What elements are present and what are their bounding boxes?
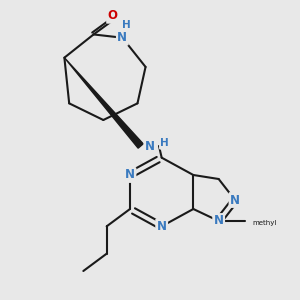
Text: H: H: [160, 138, 169, 148]
Polygon shape: [64, 58, 143, 148]
Text: N: N: [157, 220, 167, 233]
Text: O: O: [108, 9, 118, 22]
Text: N: N: [117, 31, 127, 44]
Text: H: H: [122, 20, 131, 30]
Text: methyl: methyl: [252, 220, 277, 226]
Text: N: N: [214, 214, 224, 227]
Text: N: N: [230, 194, 240, 206]
Text: N: N: [145, 140, 155, 152]
Text: N: N: [125, 169, 135, 182]
